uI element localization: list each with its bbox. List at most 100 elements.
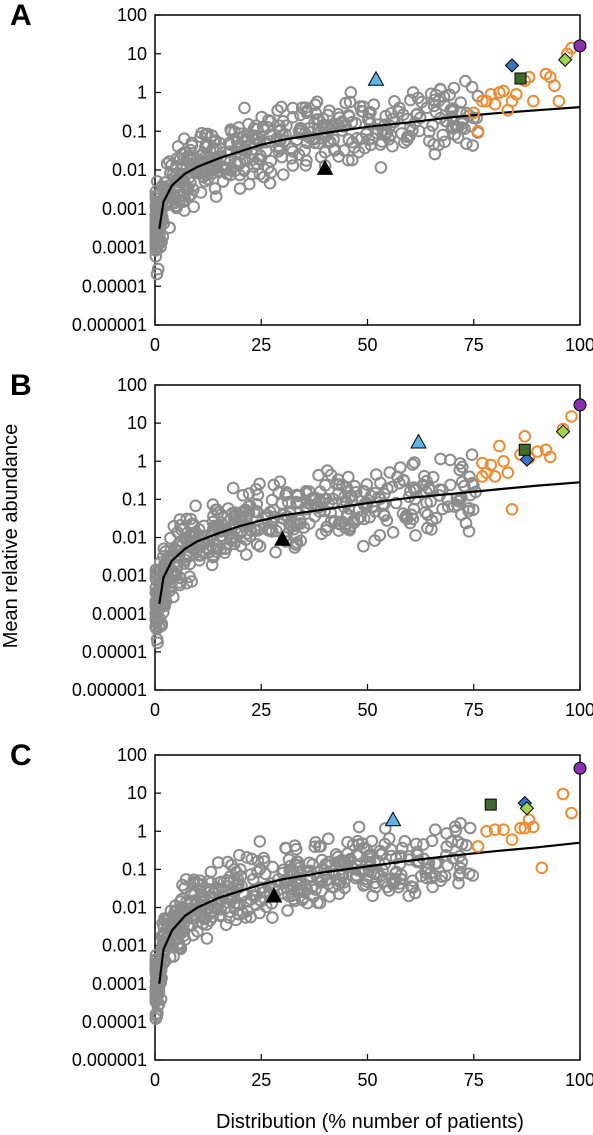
gray-point [314, 496, 327, 510]
gray-point [187, 200, 200, 213]
gray-point [290, 536, 304, 549]
gray-point [304, 864, 317, 878]
y-tick-label: 0.0001 [92, 974, 147, 994]
gray-point [463, 470, 476, 484]
gray-point [452, 876, 465, 890]
gray-point [303, 870, 317, 884]
circle-marker [573, 398, 587, 412]
gray-point [360, 478, 374, 491]
gray-point [425, 871, 439, 885]
y-tick-label: 0.01 [112, 528, 147, 548]
circle-marker [573, 761, 587, 775]
orange-point [480, 825, 493, 838]
gray-point [230, 135, 244, 149]
orange-point [565, 806, 578, 820]
y-axis-title: Mean relative abundance [0, 424, 22, 649]
gray-point [174, 912, 188, 926]
gray-point [299, 101, 312, 114]
orange-point [556, 787, 570, 801]
gray-point [411, 91, 425, 105]
gray-point [448, 128, 461, 141]
gray-point [322, 832, 335, 846]
orange-point [488, 97, 502, 111]
panel-a: A 0.000001 0.00001 0.0001 0.001 0.01 0.1 1 10 100… [10, 0, 593, 355]
gray-point [269, 545, 282, 559]
orange-point [497, 823, 510, 837]
y-tick-label: 0.1 [122, 121, 147, 141]
gray-point [459, 74, 472, 88]
x-tick-label: 0 [150, 335, 160, 355]
gray-point [163, 549, 177, 562]
gray-point [454, 866, 467, 880]
gray-point [406, 458, 419, 471]
gray-point [428, 869, 442, 883]
orange-point [565, 410, 578, 423]
gray-point [216, 175, 230, 188]
gray-point [465, 448, 479, 462]
gray-point [340, 496, 353, 510]
gray-point [248, 524, 262, 537]
y-tick-label: 0.000001 [72, 315, 147, 335]
gray-point [174, 942, 188, 956]
gray-point [320, 520, 334, 534]
gray-point [231, 876, 244, 890]
orange-point [501, 466, 515, 480]
y-tick-label: 0.01 [112, 898, 147, 918]
gray-point [318, 145, 332, 159]
gray-point [182, 549, 196, 563]
square-marker [518, 443, 531, 456]
gray-point [200, 932, 214, 945]
gray-point [362, 863, 376, 877]
gray-point [462, 502, 476, 515]
gray-point [328, 144, 341, 157]
gray-point [151, 1006, 164, 1020]
gray-point [276, 512, 290, 525]
gray-point [420, 871, 433, 885]
gray-point [401, 130, 414, 144]
gray-point [443, 453, 457, 467]
gray-point [199, 128, 212, 142]
gray-point [255, 110, 269, 124]
orange-point [476, 94, 489, 108]
orange-point [518, 430, 532, 443]
y-tick-label: 0.001 [102, 566, 147, 586]
orange-point [471, 125, 485, 138]
gray-point [243, 177, 256, 191]
gray-point [386, 139, 399, 153]
triangle-marker [274, 530, 291, 546]
gray-point [427, 99, 441, 113]
gray-point [286, 159, 300, 172]
y-tick-label: 0.001 [102, 199, 147, 219]
gray-point [453, 463, 467, 477]
gray-point [380, 514, 394, 527]
gray-point [208, 182, 222, 195]
y-tick-label: 0.0001 [92, 604, 147, 624]
panel-letter: A [10, 0, 32, 32]
gray-point [334, 876, 347, 889]
gray-point [465, 477, 479, 490]
gray-point [158, 582, 172, 595]
gray-point [454, 861, 467, 875]
gray-point [257, 123, 271, 137]
gray-point [459, 516, 473, 530]
y-tick-label: 100 [117, 745, 147, 765]
panel-c: C 0.000001 0.00001 0.0001 0.001 0.01 0.1 1 10 100… [10, 739, 593, 1090]
gray-point [384, 843, 398, 857]
gray-point [239, 503, 252, 517]
gray-point [322, 855, 336, 869]
y-tick-label: 0.00001 [82, 276, 147, 296]
gray-point [250, 538, 264, 551]
gray-point [185, 530, 199, 544]
gray-point [338, 854, 352, 868]
gray-point-group [149, 74, 485, 281]
gray-point [232, 907, 245, 921]
gray-point [286, 110, 300, 124]
gray-point [167, 950, 180, 963]
gray-point [289, 519, 303, 532]
gray-point [171, 140, 185, 153]
gray-point [324, 468, 338, 482]
gray-point-group [149, 448, 483, 650]
x-tick-label: 75 [464, 700, 484, 720]
gray-point [170, 152, 184, 165]
gray-point [273, 475, 287, 489]
